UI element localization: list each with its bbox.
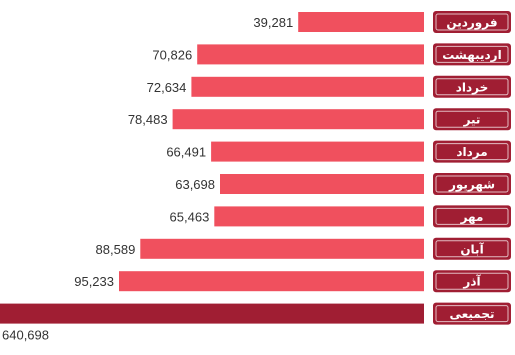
- value-label-8: 88,589: [96, 242, 136, 257]
- value-label-2: 70,826: [152, 47, 192, 62]
- category-box-9: [433, 270, 511, 293]
- category-labels-layer: فروردین اردیبهشت خرداد تیر مرداد شهریور مهر آبا…: [433, 11, 511, 325]
- category-box-frame-8: [435, 240, 509, 258]
- bars-layer: [0, 12, 425, 324]
- value-labels-layer: 39,281 70,826 72,634 78,483 66,491 63,698 65,4…: [2, 15, 293, 343]
- category-box-10: [433, 302, 511, 325]
- category-box-frame-6: [435, 175, 509, 193]
- category-box-7: [433, 205, 511, 228]
- category-box-4: [433, 108, 511, 131]
- category-box-1: [433, 11, 511, 33]
- bar-8: [140, 238, 425, 259]
- value-label-4: 78,483: [128, 112, 168, 127]
- bar-7: [214, 206, 424, 227]
- category-label-7: مهر: [460, 210, 484, 224]
- category-box-frame-9: [435, 272, 509, 290]
- category-box-frame-2: [435, 45, 509, 63]
- category-label-2: اردیبهشت: [442, 48, 501, 62]
- value-label-5: 66,491: [166, 145, 206, 160]
- bar-4: [172, 109, 424, 130]
- category-box-5: [433, 140, 511, 163]
- category-box-frame-1: [435, 13, 509, 31]
- category-box-8: [433, 237, 511, 260]
- category-label-1: فروردین: [446, 16, 497, 31]
- category-box-3: [433, 75, 511, 98]
- category-label-4: تیر: [463, 113, 481, 127]
- category-box-frame-10: [435, 305, 509, 323]
- category-label-9: آذر: [462, 274, 481, 289]
- category-label-6: شهریور: [448, 178, 495, 193]
- category-box-frame-3: [435, 78, 509, 96]
- category-box-frame-4: [435, 110, 509, 128]
- bar-9: [119, 271, 424, 292]
- category-label-5: مرداد: [456, 145, 487, 159]
- category-label-10: تجمیعی: [449, 307, 494, 321]
- value-label-6: 63,698: [175, 177, 215, 192]
- bar-cumulative: [0, 303, 424, 324]
- bar-2: [197, 44, 424, 65]
- value-label-3: 72,634: [147, 80, 187, 95]
- category-box-frame-5: [435, 143, 509, 161]
- value-label-9: 95,233: [74, 274, 114, 289]
- category-box-frame-7: [435, 207, 509, 225]
- value-label-1: 39,281: [253, 15, 293, 30]
- bar-6: [220, 174, 424, 194]
- category-box-6: [433, 173, 511, 195]
- value-label-7: 65,463: [170, 209, 210, 224]
- bar-1: [298, 12, 424, 32]
- bar-3: [191, 76, 424, 97]
- category-label-3: خرداد: [456, 80, 489, 94]
- category-label-8: آبان: [460, 241, 484, 256]
- bar-5: [211, 141, 424, 162]
- value-label-10: 640,698: [2, 328, 49, 343]
- category-box-2: [433, 43, 511, 66]
